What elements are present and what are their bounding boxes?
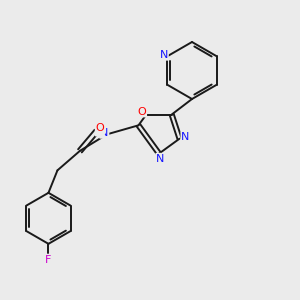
Text: O: O <box>137 106 146 116</box>
Text: O: O <box>96 123 104 133</box>
Text: N: N <box>160 50 168 60</box>
Text: F: F <box>45 255 52 265</box>
Text: N: N <box>182 132 190 142</box>
Text: N: N <box>100 128 109 138</box>
Text: H: H <box>96 126 103 136</box>
Text: N: N <box>156 154 165 164</box>
